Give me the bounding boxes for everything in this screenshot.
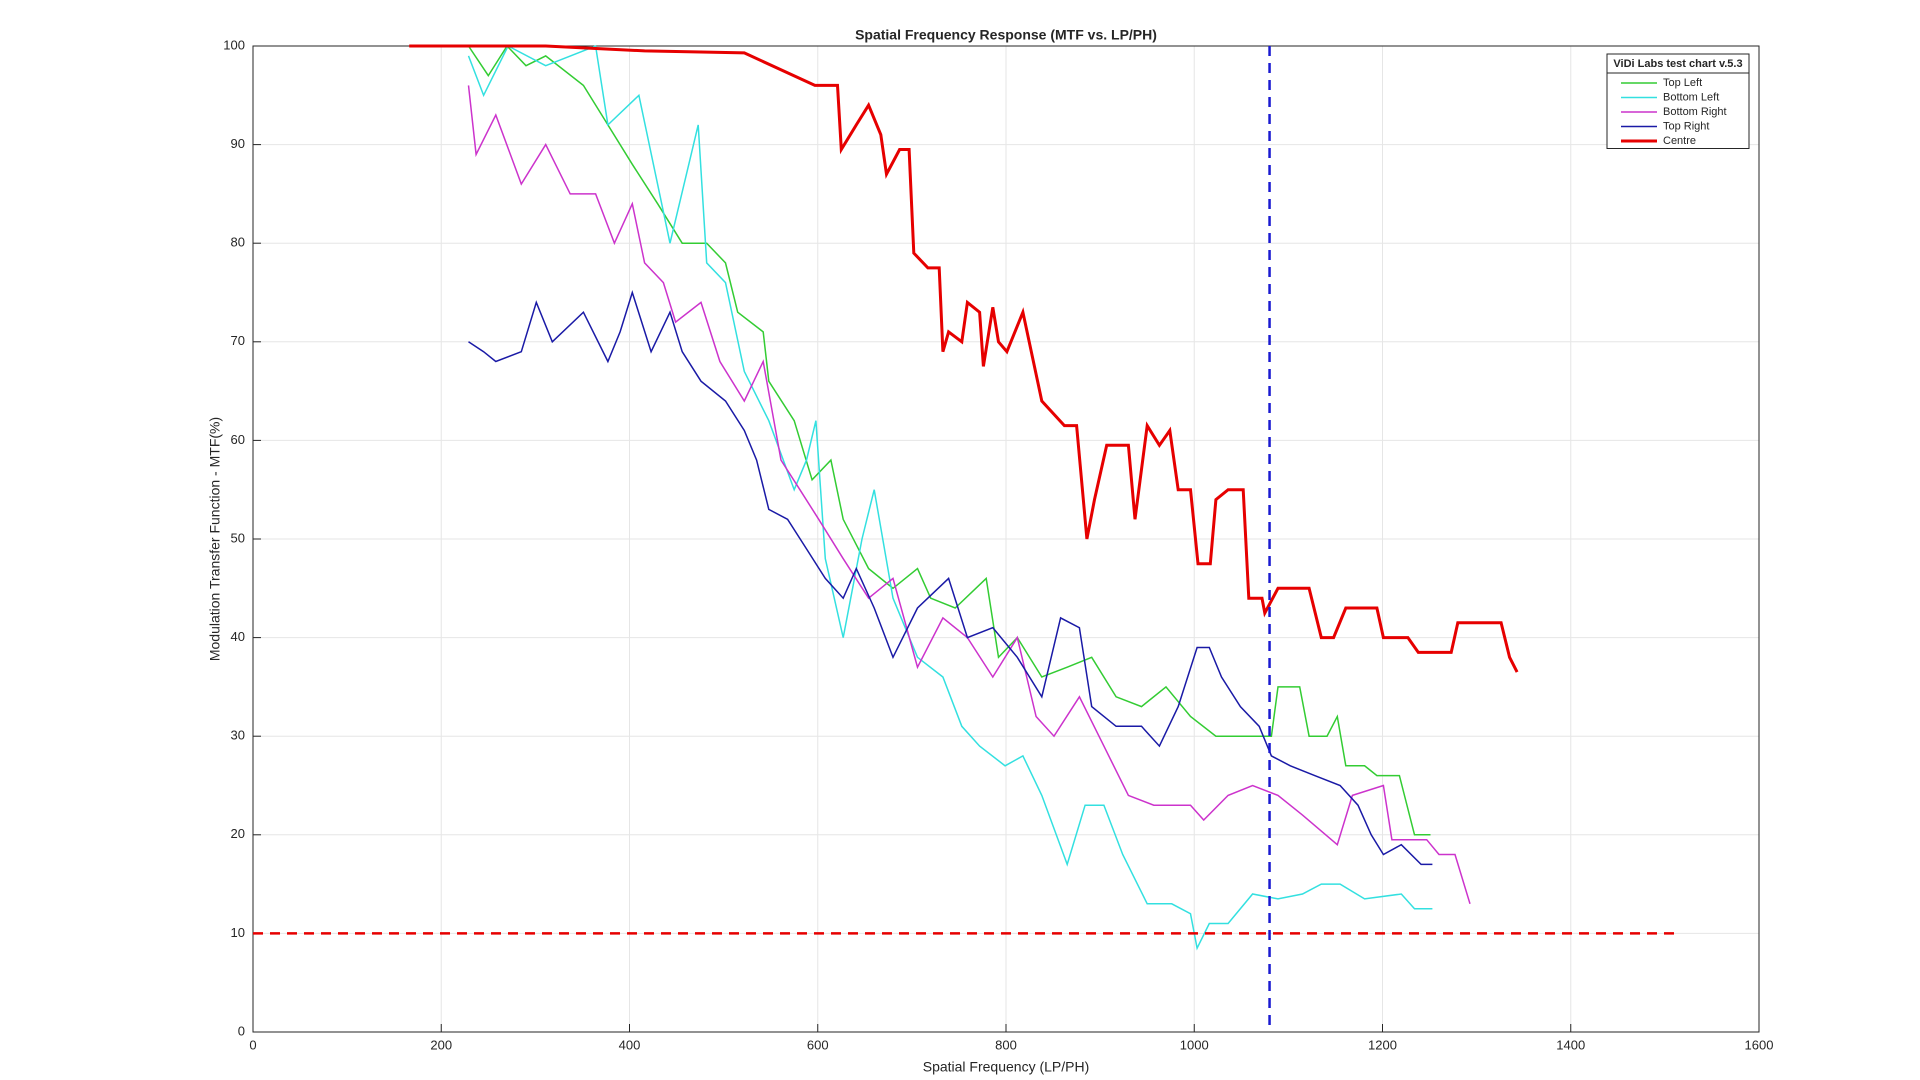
legend-label: Bottom Right	[1663, 106, 1727, 118]
chart-title: Spatial Frequency Response (MTF vs. LP/P…	[855, 27, 1157, 43]
y-tick-label: 60	[231, 432, 245, 447]
series-line	[409, 44, 1519, 673]
x-tick-label: 200	[430, 1037, 452, 1052]
y-axis-label: Modulation Transfer Function - MTF(%)	[207, 417, 223, 661]
x-tick-label: 1600	[1745, 1037, 1774, 1052]
legend-label: Centre	[1663, 135, 1696, 147]
legend-title: ViDi Labs test chart v.5.3	[1613, 58, 1742, 70]
series-line	[467, 85, 1471, 905]
y-tick-label: 80	[231, 235, 245, 250]
y-tick-label: 100	[223, 37, 245, 52]
legend-box	[1606, 53, 1750, 149]
plot-frame	[252, 45, 1760, 1033]
y-tick-label: 40	[231, 629, 245, 644]
x-tick-label: 1400	[1556, 1037, 1585, 1052]
y-tick-label: 30	[231, 728, 245, 743]
x-axis-label: Spatial Frequency (LP/PH)	[923, 1059, 1090, 1075]
y-tick-label: 90	[231, 136, 245, 151]
x-tick-label: 400	[619, 1037, 641, 1052]
series-line	[468, 289, 1433, 866]
y-tick-label: 0	[238, 1023, 245, 1038]
x-tick-label: 600	[807, 1037, 829, 1052]
x-tick-label: 800	[995, 1037, 1017, 1052]
series-line	[467, 44, 1433, 951]
series-line	[467, 44, 1431, 836]
x-tick-label: 1000	[1180, 1037, 1209, 1052]
x-tick-label: 0	[249, 1037, 256, 1052]
y-tick-label: 20	[231, 826, 245, 841]
y-tick-label: 50	[231, 530, 245, 545]
y-tick-label: 10	[231, 925, 245, 940]
x-tick-label: 1200	[1368, 1037, 1397, 1052]
legend-label: Top Left	[1663, 77, 1702, 89]
legend-label: Top Right	[1663, 120, 1709, 132]
legend-label: Bottom Left	[1663, 91, 1719, 103]
y-tick-label: 70	[231, 333, 245, 348]
